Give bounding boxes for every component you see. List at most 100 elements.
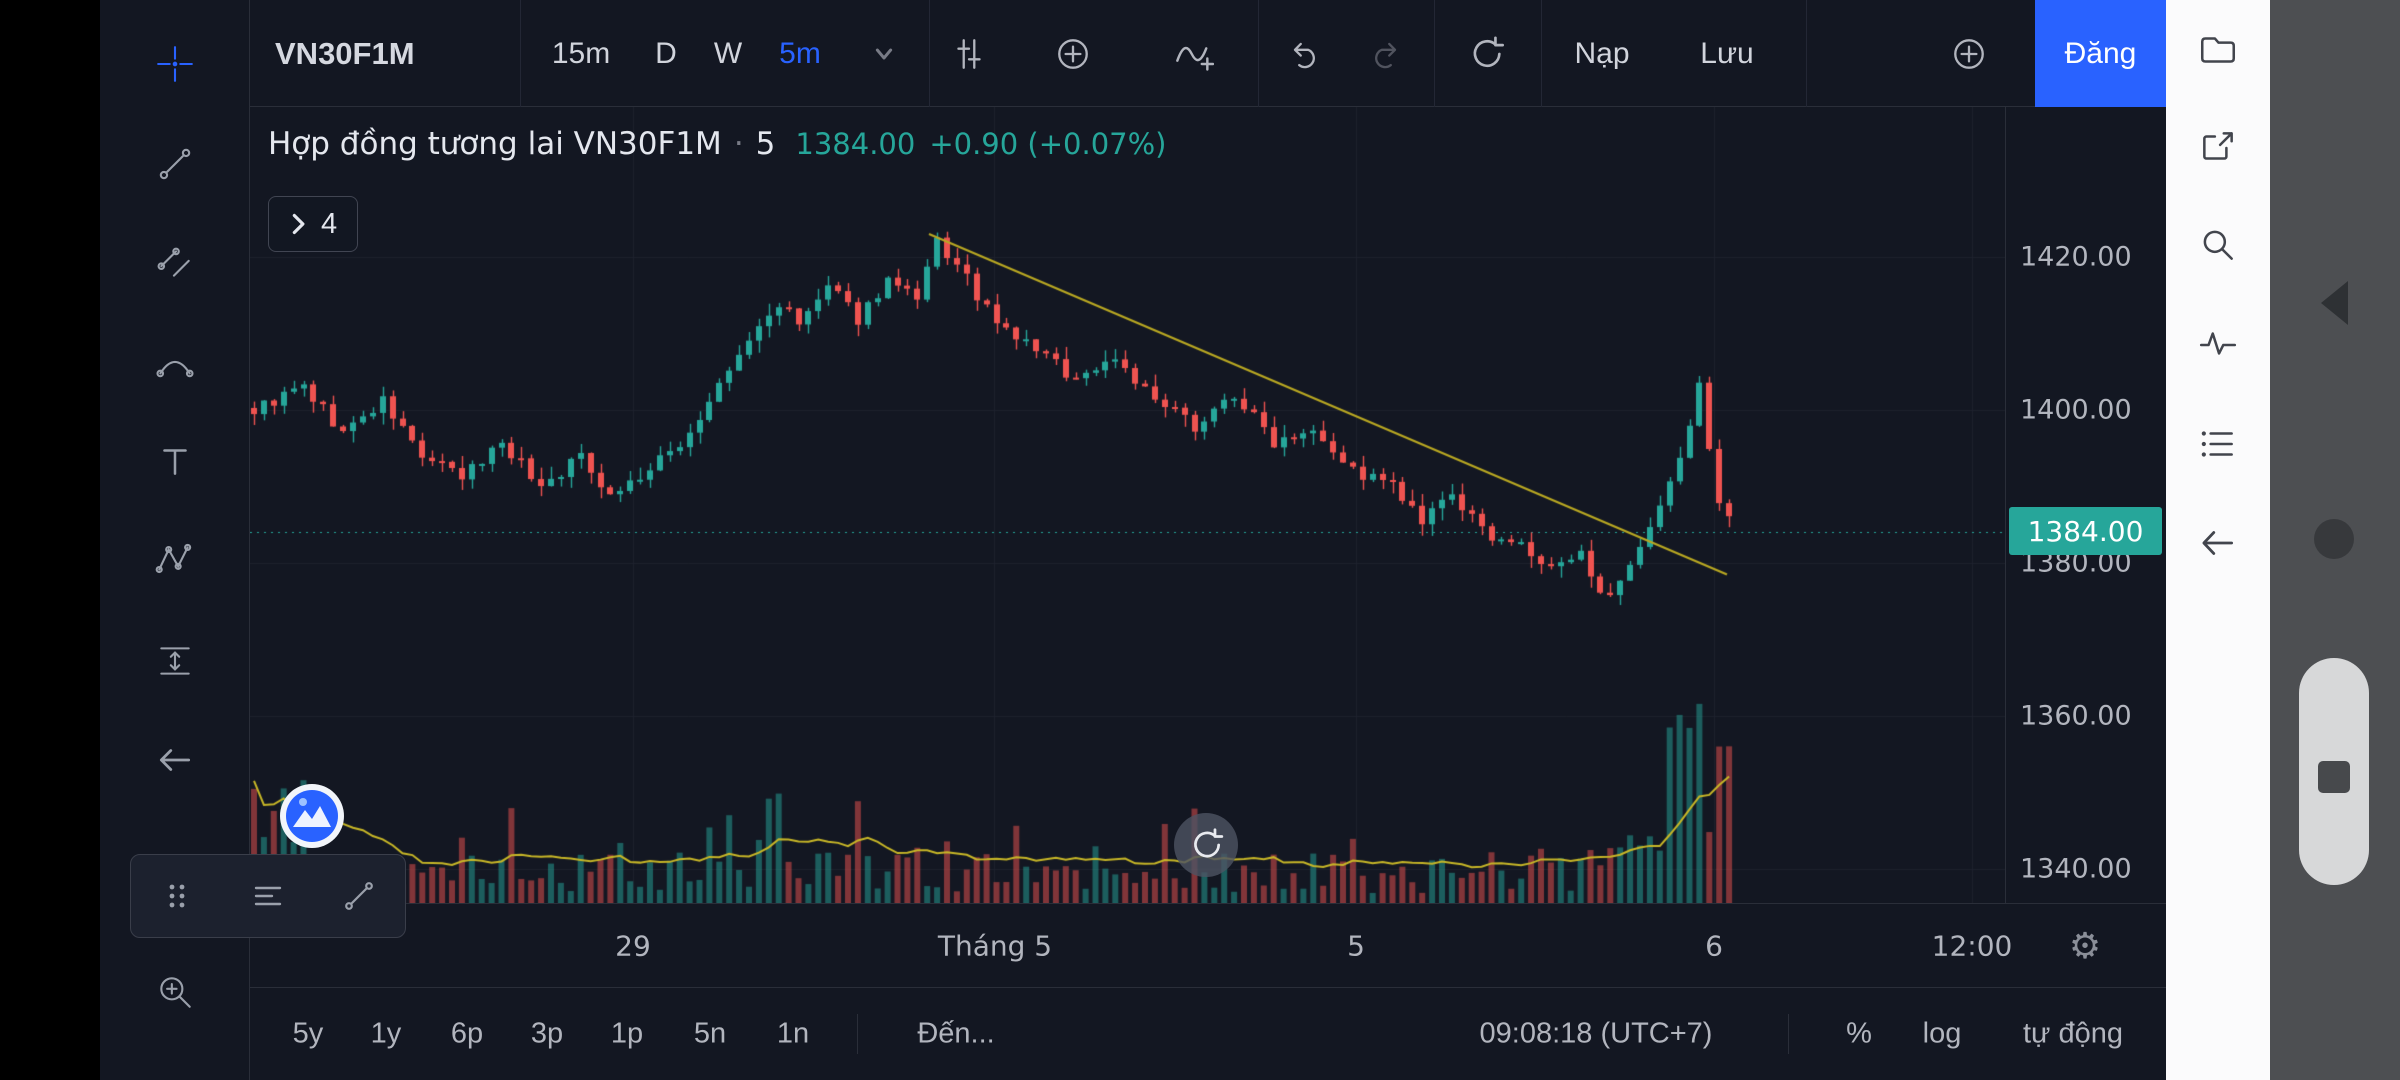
time-tick: Tháng 5 — [937, 929, 1053, 962]
overlay-scroll-pill[interactable] — [2299, 658, 2369, 885]
side-panel — [2166, 0, 2270, 1080]
bottom-divider — [857, 1014, 858, 1054]
plus-circle-icon — [1058, 38, 1088, 69]
price-range-icon — [159, 647, 190, 675]
price-tick: 1400.00 — [2020, 394, 2132, 426]
crosshair-icon — [156, 46, 193, 82]
list-icon — [2201, 431, 2233, 457]
activity-button[interactable] — [2183, 309, 2253, 379]
drag-dots-icon — [169, 884, 185, 908]
range-5d-button[interactable]: 5n — [693, 1017, 727, 1050]
toolbar-divider — [520, 0, 521, 107]
trendline-icon — [345, 882, 374, 910]
pattern-tool-button[interactable] — [145, 529, 205, 589]
chart-settings-button[interactable] — [950, 0, 988, 107]
time-axis[interactable]: 29 Tháng 5 5 6 12:00 ⚙ — [250, 903, 2166, 987]
search-icon — [2203, 230, 2233, 260]
time-tick: 12:00 — [1931, 929, 2013, 962]
interval-menu-button[interactable] — [872, 0, 896, 107]
pulse-icon — [2199, 332, 2237, 355]
collapse-panel-button[interactable] — [2183, 508, 2253, 578]
xabcd-pattern-icon — [155, 543, 191, 574]
screen-notch-strip — [0, 0, 100, 1080]
interval-w-button[interactable]: W — [714, 0, 742, 107]
folder-icon — [2200, 37, 2236, 63]
toolbar-divider — [1258, 0, 1259, 107]
external-link-icon — [2203, 132, 2233, 160]
percent-scale-button[interactable]: % — [1846, 1017, 1872, 1050]
back-nav-triangle-icon[interactable] — [2321, 281, 2348, 325]
indicators-icon — [1176, 46, 1214, 71]
text-icon — [162, 449, 187, 475]
floating-draw-toolbar — [130, 854, 406, 938]
back-tool-button[interactable] — [145, 730, 205, 790]
goto-date-button[interactable]: Đến... — [917, 1017, 995, 1050]
object-tree-count: 4 — [321, 207, 338, 240]
reset-scales-button[interactable] — [1174, 813, 1238, 877]
indicators-button[interactable] — [1174, 0, 1214, 107]
last-price-badge: 1384.00 — [2009, 507, 2162, 555]
time-tick: 5 — [1347, 929, 1365, 962]
overlay-circle-button[interactable] — [2314, 519, 2354, 559]
gear-icon: ⚙ — [2068, 924, 2102, 966]
symbol-button[interactable]: VN30F1M — [275, 0, 415, 107]
log-scale-button[interactable]: log — [1922, 1017, 1962, 1050]
new-idea-button[interactable] — [1950, 0, 1988, 107]
text-tool-button[interactable] — [145, 431, 205, 491]
drawings-list-button[interactable] — [236, 864, 300, 928]
price-axis[interactable]: 1420.00 1400.00 1380.00 1360.00 1340.00 … — [2005, 107, 2166, 903]
price-change-value: +0.90 (+0.07%) — [929, 127, 1167, 161]
range-3m-button[interactable]: 3p — [530, 1017, 564, 1050]
object-list-button[interactable] — [2183, 409, 2253, 479]
price-tick: 1340.00 — [2020, 853, 2132, 885]
range-6m-button[interactable]: 6p — [450, 1017, 484, 1050]
top-toolbar: VN30F1M 15m D W 5m Nạp Lưu — [250, 0, 2166, 107]
sliders-icon — [957, 38, 981, 69]
clock-label[interactable]: 09:08:18 (UTC+7) — [1479, 1017, 1713, 1050]
range-1m-button[interactable]: 1p — [610, 1017, 644, 1050]
mountain-logo-icon — [280, 784, 344, 848]
undo-button[interactable] — [1286, 0, 1324, 107]
publish-button[interactable]: Đăng — [2035, 0, 2166, 107]
add-button[interactable] — [1054, 0, 1092, 107]
range-1y-button[interactable]: 1y — [370, 1017, 402, 1050]
load-layout-button[interactable]: Nạp — [1574, 0, 1629, 107]
range-1d-button[interactable]: 1n — [776, 1017, 810, 1050]
trendline-tool-button[interactable] — [145, 134, 205, 194]
range-tool-button[interactable] — [145, 631, 205, 691]
reset-chart-button[interactable] — [1466, 0, 1506, 107]
watchlist-button[interactable] — [2183, 15, 2253, 85]
object-tree-button[interactable]: 4 — [268, 196, 359, 252]
broker-logo-button[interactable] — [279, 783, 345, 849]
toolbar-divider — [1541, 0, 1542, 107]
quick-trendline-button[interactable] — [327, 864, 391, 928]
legend-separator: · — [733, 126, 744, 162]
zoom-in-button[interactable] — [145, 962, 205, 1022]
arrow-left-icon — [2202, 531, 2234, 555]
axis-settings-button[interactable]: ⚙ — [2069, 925, 2101, 967]
range-5y-button[interactable]: 5y — [292, 1017, 324, 1050]
interval-15m-button[interactable]: 15m — [552, 0, 610, 107]
zoom-in-icon — [159, 977, 191, 1008]
channel-tool-button[interactable] — [145, 233, 205, 293]
crosshair-tool-button[interactable] — [145, 34, 205, 94]
redo-button[interactable] — [1366, 0, 1404, 107]
interval-d-button[interactable]: D — [655, 0, 677, 107]
drag-handle[interactable] — [145, 864, 209, 928]
curve-tool-button[interactable] — [145, 334, 205, 394]
overlay-square-icon — [2318, 761, 2350, 793]
chart-interval-label: 5 — [755, 126, 776, 162]
chevron-down-icon — [875, 48, 893, 59]
chart-symbol-title: Hợp đồng tương lai VN30F1M — [268, 126, 722, 162]
search-button[interactable] — [2183, 210, 2253, 280]
chart-legend[interactable]: Hợp đồng tương lai VN30F1M · 5 1384.00 +… — [268, 126, 1166, 162]
toolbar-divider — [929, 0, 930, 107]
plus-circle-icon — [1954, 38, 1984, 69]
bottom-divider — [1788, 1014, 1789, 1054]
open-external-button[interactable] — [2183, 112, 2253, 182]
save-layout-button[interactable]: Lưu — [1700, 0, 1753, 107]
interval-5m-button[interactable]: 5m — [779, 0, 821, 107]
auto-scale-button[interactable]: tự động — [2022, 1017, 2124, 1050]
candlestick-chart[interactable] — [250, 107, 2005, 903]
